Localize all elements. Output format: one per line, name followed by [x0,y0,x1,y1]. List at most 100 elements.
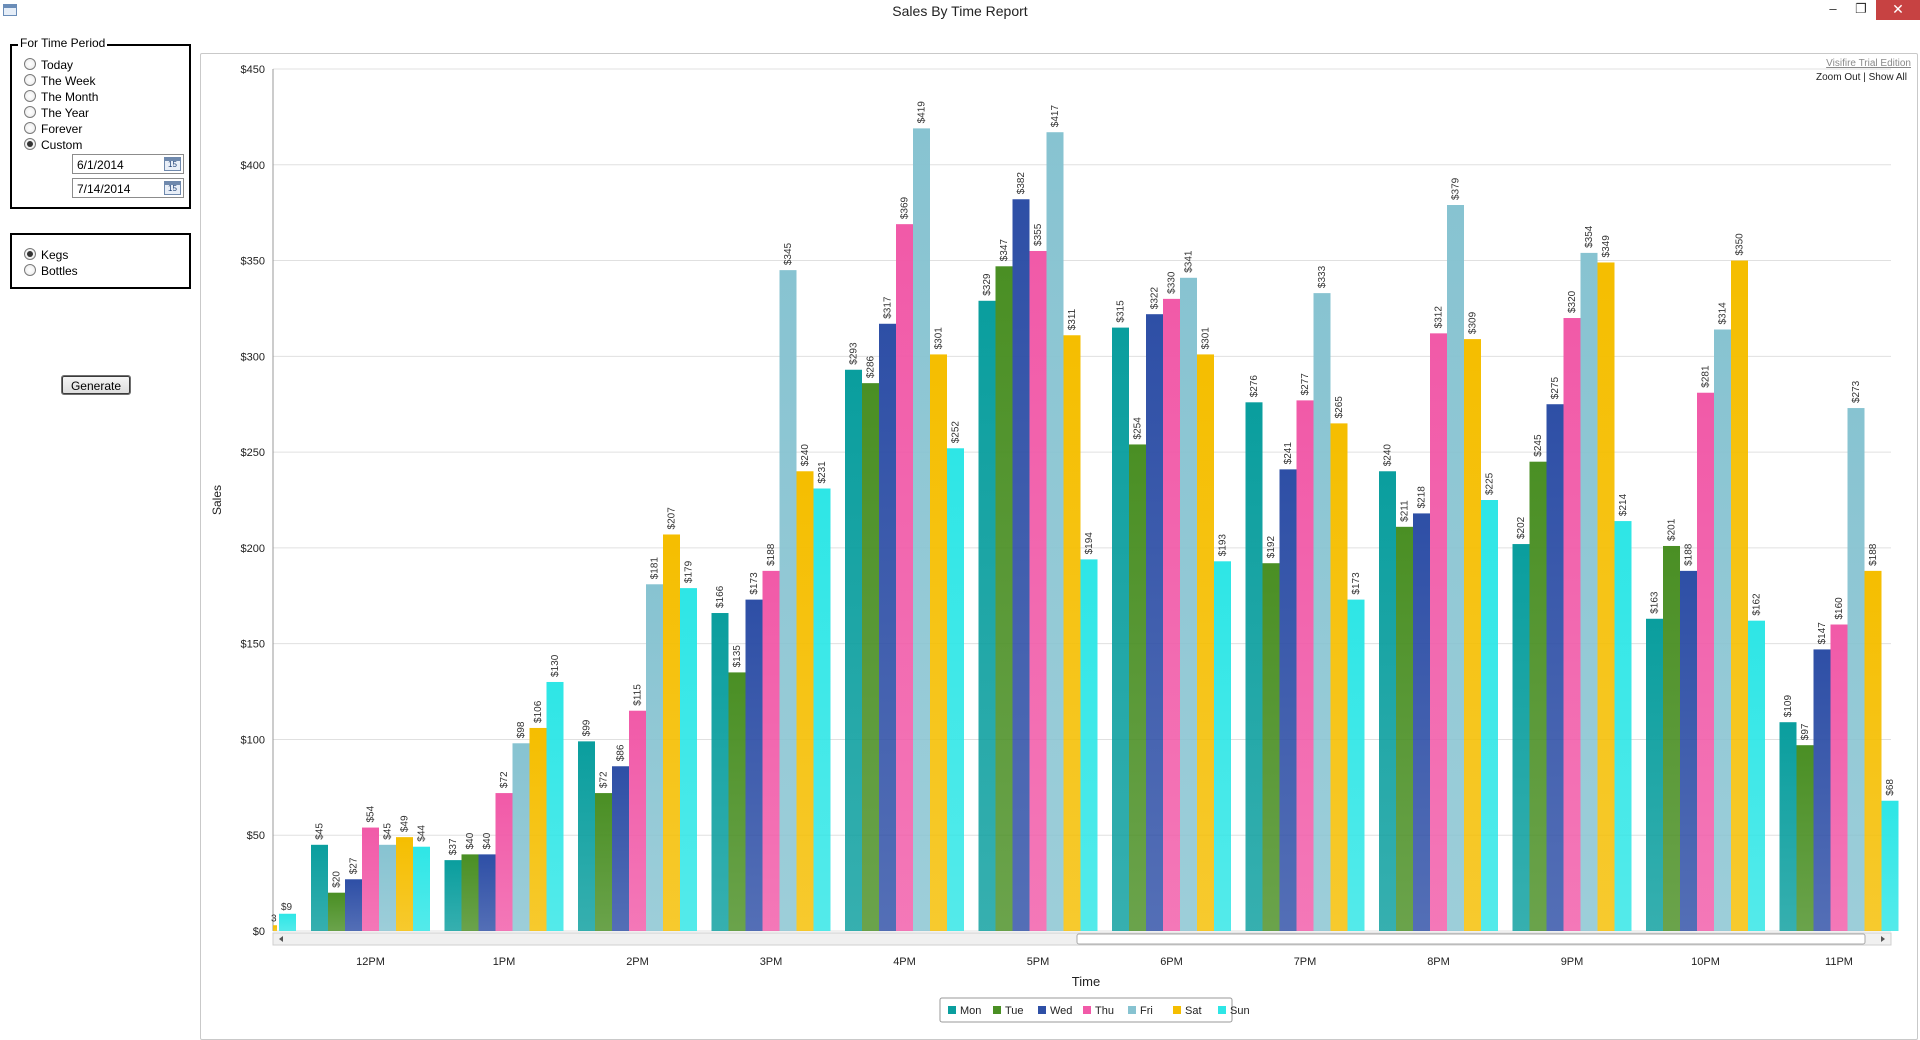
calendar-icon[interactable]: 15 [164,181,181,195]
bar-tue-2pm[interactable] [595,793,612,931]
bar-wed-3pm[interactable] [745,599,763,931]
bar-thu-10pm[interactable] [1697,392,1714,931]
bar-mon-11pm[interactable] [1779,722,1797,931]
radio-the-month[interactable]: The Month [24,90,98,104]
show-all-link[interactable]: Show All [1868,72,1907,83]
bar-thu-2pm[interactable] [629,710,646,931]
bar-sat-11pm[interactable] [1864,570,1882,931]
radio-selected-icon[interactable] [24,138,36,150]
bar-tue-4pm[interactable] [862,383,879,931]
bar-thu-5pm[interactable] [1029,250,1047,931]
bar-fri-5pm[interactable] [1046,132,1064,932]
radio-circle-icon[interactable] [24,264,36,276]
radio-custom[interactable]: Custom [24,138,82,152]
bar-fri-4pm[interactable] [913,128,930,932]
bar-sun-7pm[interactable] [1347,599,1365,931]
bar-thu-1pm[interactable] [495,793,513,931]
bar-fri-3pm[interactable] [779,270,797,932]
bar-thu-11pm[interactable] [1830,624,1848,931]
bar-mon-6pm[interactable] [1112,327,1129,932]
bar-thu-4pm[interactable] [896,224,913,931]
generate-button[interactable]: Generate [61,375,131,395]
bar-tue-3pm[interactable] [728,672,746,931]
bar-sat-7pm[interactable] [1330,423,1348,931]
bar-mon-7pm[interactable] [1245,402,1263,932]
bar-thu-7pm[interactable] [1296,400,1314,931]
bar-sat-10pm[interactable] [1731,260,1748,931]
bar-wed-1pm[interactable] [478,854,496,931]
bar-sun-2pm[interactable] [680,588,697,931]
radio-kegs[interactable]: Kegs [24,248,68,262]
legend-item-wed[interactable]: Wed [1050,1005,1072,1017]
bar-sun-5pm[interactable] [1080,559,1098,931]
bar-mon-3pm[interactable] [711,613,729,931]
bar-tue-9pm[interactable] [1529,461,1547,931]
bar-wed-10pm[interactable] [1680,570,1697,931]
bar-sun-11pm[interactable] [1881,800,1899,931]
bar-fri-8pm[interactable] [1447,205,1464,931]
bar-sat-8pm[interactable] [1464,339,1481,931]
bar-tue-6pm[interactable] [1129,444,1146,931]
bar-wed-7pm[interactable] [1279,469,1297,931]
bar-wed-12pm[interactable] [345,879,362,931]
bar-wed-2pm[interactable] [612,766,629,931]
bar-sat-3pm[interactable] [796,471,814,931]
bar-fri-1pm[interactable] [512,743,530,931]
legend-item-sun[interactable]: Sun [1230,1005,1250,1017]
bar-thu-6pm[interactable] [1163,298,1180,931]
bar-sun-8pm[interactable] [1481,500,1498,931]
radio-circle-icon[interactable] [24,90,36,102]
bar-fri-12pm[interactable] [379,844,396,931]
bar-tue-10pm[interactable] [1663,545,1680,931]
bar-wed-8pm[interactable] [1413,513,1430,931]
bar-wed-5pm[interactable] [1012,199,1030,931]
bar-sun-12pm[interactable] [413,846,430,931]
bar-tue-12pm[interactable] [328,892,345,931]
radio-selected-icon[interactable] [24,248,36,260]
radio-today[interactable]: Today [24,58,73,72]
bar-sat-4pm[interactable] [930,354,947,931]
bar-sat-6pm[interactable] [1197,354,1214,931]
bar-sun-9pm[interactable] [1614,521,1632,931]
bar-partial-sat[interactable] [273,925,277,931]
bar-mon-9pm[interactable] [1512,544,1530,931]
legend-item-thu[interactable]: Thu [1095,1005,1114,1017]
bar-sun-6pm[interactable] [1214,561,1231,931]
legend-item-fri[interactable]: Fri [1140,1005,1153,1017]
bar-wed-6pm[interactable] [1146,314,1163,931]
bar-tue-8pm[interactable] [1396,526,1413,931]
bar-partial-sun[interactable] [279,913,296,931]
radio-circle-icon[interactable] [24,74,36,86]
close-button[interactable]: ✕ [1876,0,1920,20]
radio-the-week[interactable]: The Week [24,74,95,88]
bar-sat-12pm[interactable] [396,837,413,931]
bar-mon-4pm[interactable] [845,369,862,932]
scrollbar-thumb[interactable] [1076,933,1866,945]
radio-bottles[interactable]: Bottles [24,264,78,278]
bar-fri-2pm[interactable] [646,584,663,931]
watermark-link[interactable]: Visifire Trial Edition [1826,58,1911,69]
radio-the-year[interactable]: The Year [24,106,89,120]
radio-circle-icon[interactable] [24,58,36,70]
bar-mon-10pm[interactable] [1646,618,1663,931]
bar-wed-11pm[interactable] [1813,649,1831,931]
start-date-picker[interactable]: 6/1/2014 15 [72,154,184,174]
bar-thu-3pm[interactable] [762,570,780,931]
bar-mon-1pm[interactable] [444,860,462,931]
restore-button[interactable]: ❐ [1855,1,1867,16]
bar-fri-11pm[interactable] [1847,408,1865,931]
minimize-button[interactable]: – [1829,1,1837,16]
bar-fri-6pm[interactable] [1180,277,1197,932]
legend-item-sat[interactable]: Sat [1185,1005,1202,1017]
bar-tue-5pm[interactable] [995,266,1013,931]
bar-mon-8pm[interactable] [1379,471,1396,931]
legend-item-tue[interactable]: Tue [1005,1005,1024,1017]
start-date-value[interactable]: 6/1/2014 [77,158,124,172]
bar-sun-1pm[interactable] [546,681,564,931]
radio-circle-icon[interactable] [24,106,36,118]
bar-thu-12pm[interactable] [362,827,379,931]
bar-sun-10pm[interactable] [1748,620,1765,931]
end-date-picker[interactable]: 7/14/2014 15 [72,178,184,198]
bar-fri-10pm[interactable] [1714,329,1731,931]
bar-sun-4pm[interactable] [947,448,964,931]
